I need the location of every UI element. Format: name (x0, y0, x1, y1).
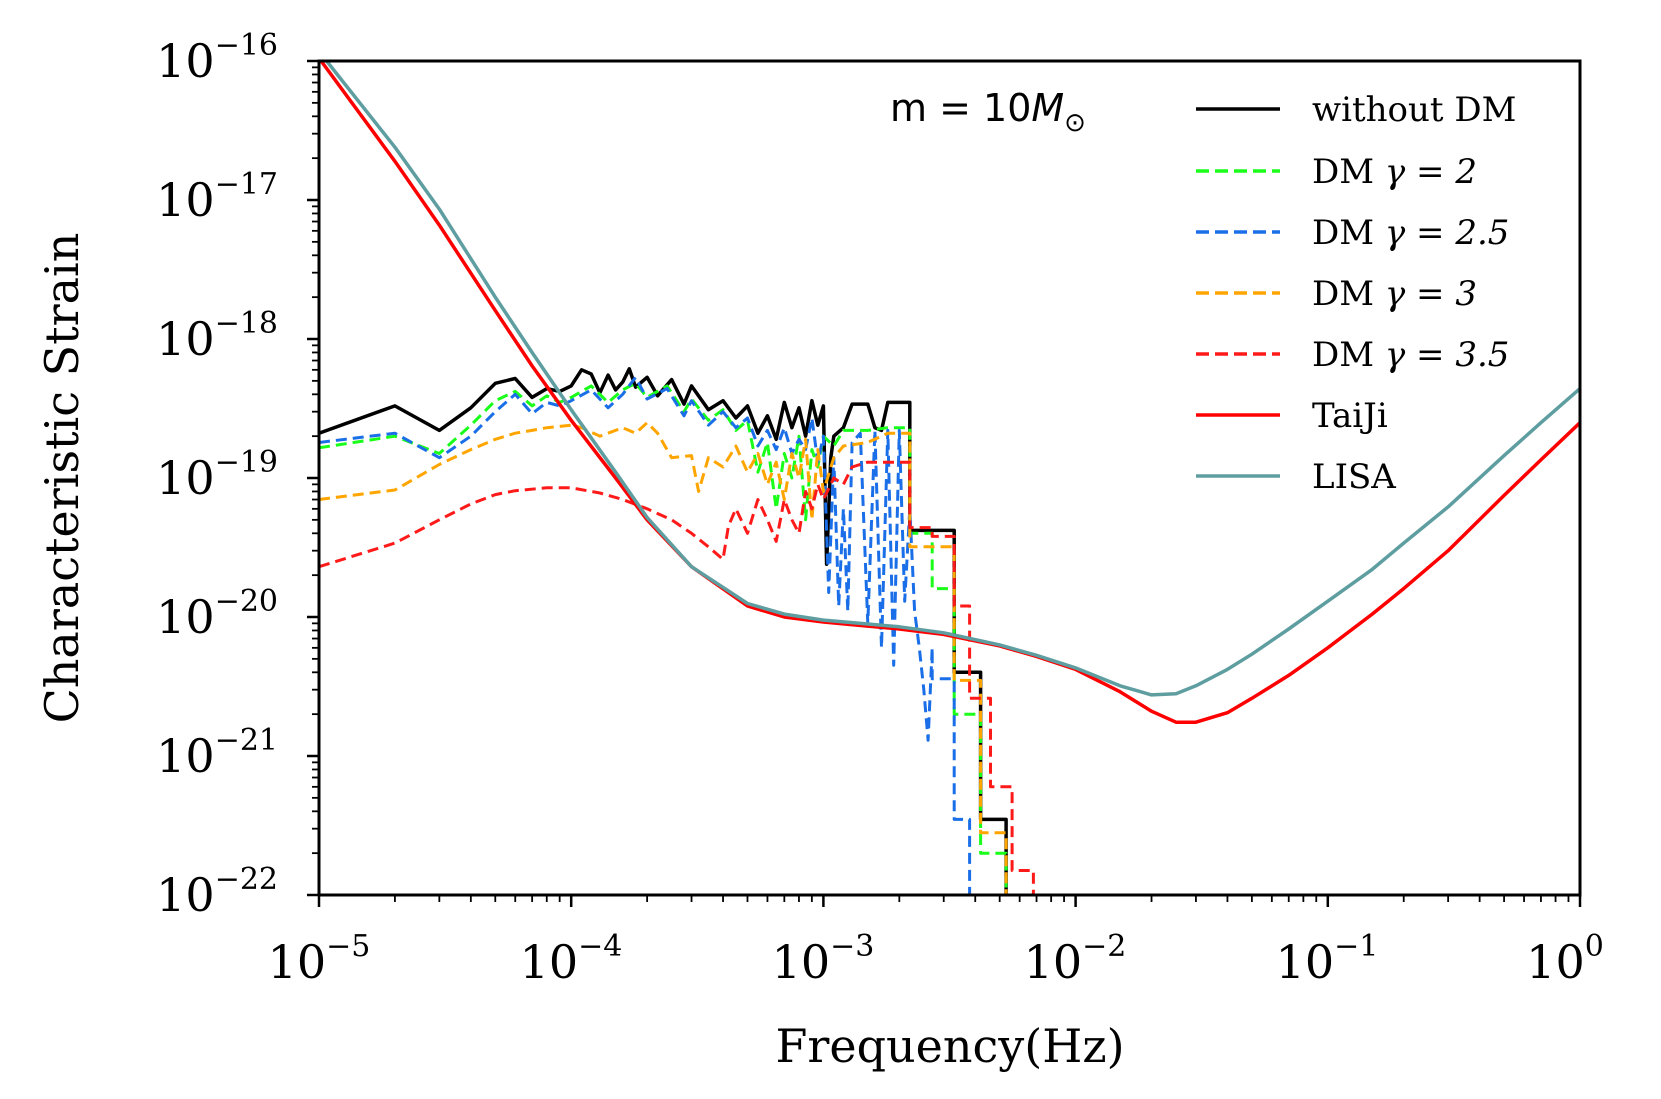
legend-entry-dm-gamma-2-5: DM γ = 2.5 (1196, 213, 1509, 253)
x-tick-label: 10−4 (520, 929, 623, 989)
series-line-without-dm (319, 367, 1008, 895)
y-axis-title: Characteristic Strain (35, 233, 89, 724)
y-tick-label: 10−18 (156, 306, 278, 366)
legend-label: DM γ = 3 (1312, 274, 1477, 314)
legend-label: DM γ = 2 (1312, 152, 1477, 192)
legend-entry-taiji: TaiJi (1196, 396, 1388, 436)
series-line-dm-gamma-3 (319, 421, 1008, 895)
legend-entry-without-dm: without DM (1196, 90, 1516, 130)
x-axis-title: Frequency(Hz) (775, 1019, 1124, 1073)
x-tick-label: 10−2 (1024, 929, 1127, 989)
x-tick-labels: 10−5 10−4 10−3 10−2 10−1 100 (268, 929, 1604, 989)
y-tick-label: 10−16 (156, 28, 278, 88)
y-tick-label: 10−17 (156, 167, 278, 227)
x-tick-label: 10−5 (268, 929, 371, 989)
legend-label: DM γ = 2.5 (1312, 213, 1509, 253)
legend-label: DM γ = 3.5 (1312, 335, 1509, 375)
legend-label: LISA (1312, 457, 1396, 497)
x-tick-label: 100 (1526, 929, 1604, 989)
x-tick-label: 10−1 (1276, 929, 1379, 989)
legend-label: TaiJi (1312, 396, 1388, 436)
series-line-dm-gamma-2 (319, 381, 1008, 895)
y-tick-label: 10−22 (156, 862, 278, 922)
legend-entry-dm-gamma-3: DM γ = 3 (1196, 274, 1477, 314)
series-line-dm-gamma-3-5 (319, 460, 1035, 895)
legend-entry-lisa: LISA (1196, 457, 1396, 497)
y-tick-label: 10−20 (156, 584, 278, 644)
mass-annotation: m = 10M⊙ (890, 86, 1086, 138)
legend-label: without DM (1312, 90, 1516, 130)
series-line-lisa (324, 61, 1580, 697)
y-tick-label: 10−19 (156, 445, 278, 505)
y-tick-label: 10−21 (156, 723, 278, 783)
y-tick-labels: 10−16 10−17 10−18 10−19 10−20 10−21 10−2… (156, 28, 278, 922)
series-layer (319, 61, 1580, 895)
series-line-dm-gamma-2-5 (319, 375, 972, 895)
legend: without DM DM γ = 2 DM γ = 2.5 DM γ = 3 … (1196, 90, 1516, 497)
legend-entry-dm-gamma-2: DM γ = 2 (1196, 152, 1477, 192)
major-ticks (307, 59, 1582, 907)
x-tick-label: 10−3 (772, 929, 875, 989)
legend-entry-dm-gamma-3-5: DM γ = 3.5 (1196, 335, 1509, 375)
